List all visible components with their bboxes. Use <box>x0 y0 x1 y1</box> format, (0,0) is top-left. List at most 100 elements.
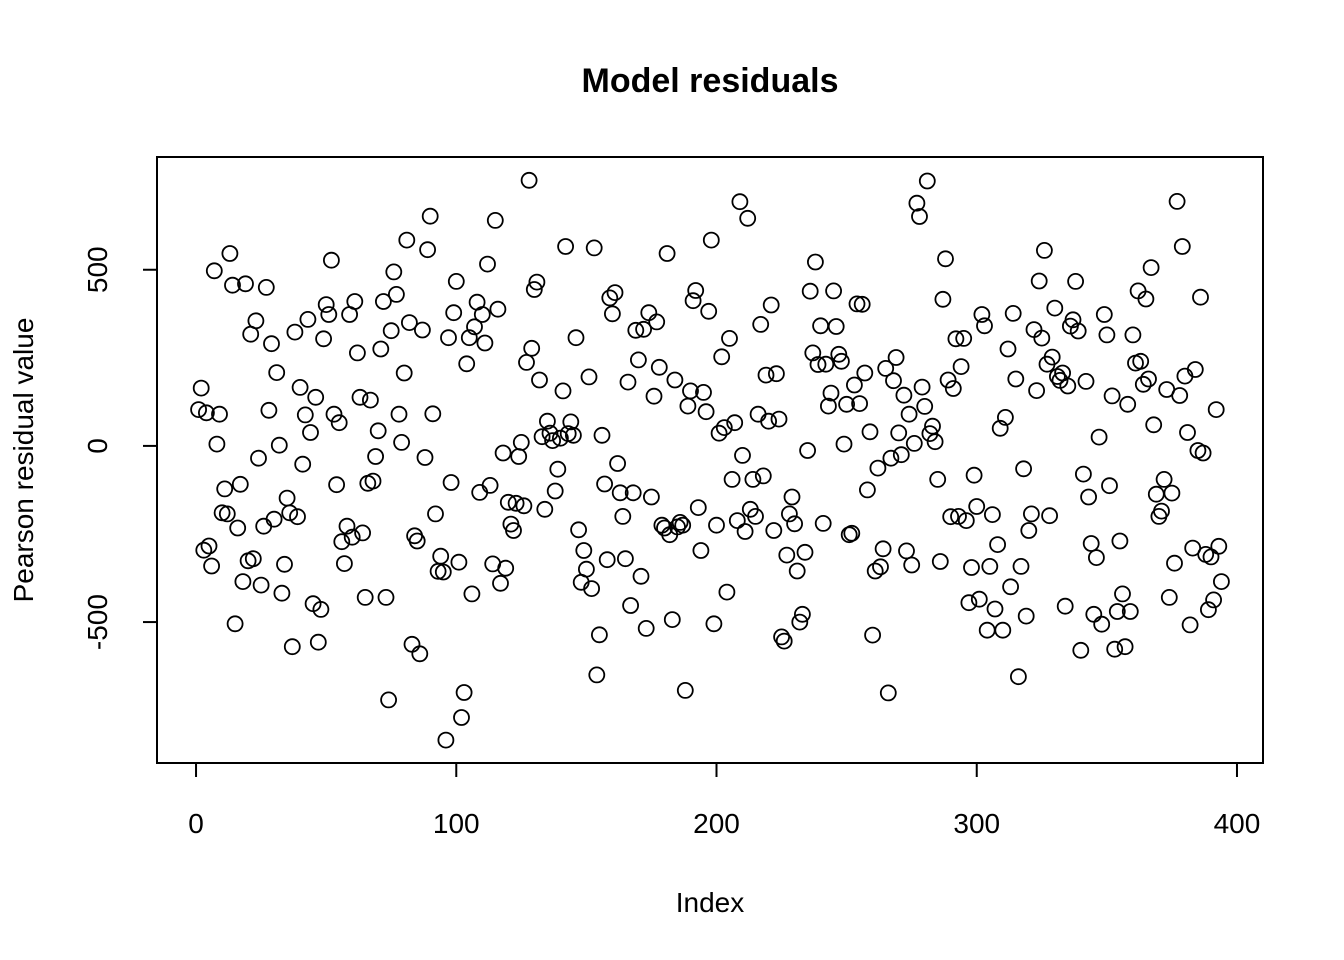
data-points <box>190 171 1230 749</box>
data-point <box>963 559 980 576</box>
data-point <box>208 435 226 453</box>
data-point <box>705 615 723 633</box>
data-point <box>781 505 798 523</box>
data-point <box>387 285 405 303</box>
data-point <box>937 250 954 268</box>
data-point <box>1213 573 1230 590</box>
data-point <box>320 306 338 323</box>
data-point <box>395 364 413 382</box>
data-point <box>481 476 499 494</box>
data-point <box>900 405 918 423</box>
data-point <box>413 321 431 339</box>
data-point <box>1145 416 1163 434</box>
data-point <box>1072 641 1090 659</box>
data-point <box>1080 488 1097 506</box>
x-axis-label: Index <box>676 887 745 918</box>
data-point <box>981 558 999 575</box>
data-point <box>489 300 507 318</box>
data-point <box>424 405 442 423</box>
data-point <box>273 584 291 602</box>
data-point <box>1059 377 1077 395</box>
data-point <box>997 408 1014 426</box>
data-point <box>947 330 965 348</box>
data-point <box>367 448 385 465</box>
data-point <box>427 505 444 523</box>
data-point <box>224 276 241 294</box>
data-point <box>968 498 986 515</box>
data-point <box>630 351 647 369</box>
data-point <box>637 620 655 637</box>
data-point <box>333 533 351 551</box>
data-point <box>715 419 733 437</box>
data-point <box>570 521 587 539</box>
data-point <box>1186 361 1204 378</box>
data-point <box>864 626 881 644</box>
data-point <box>926 433 944 451</box>
data-point <box>1067 272 1084 290</box>
data-point <box>726 414 744 432</box>
data-point <box>929 470 947 488</box>
data-point <box>820 397 837 415</box>
data-point <box>916 397 934 415</box>
data-point <box>385 263 403 281</box>
data-point <box>533 428 551 446</box>
data-point <box>234 573 252 590</box>
data-point <box>1108 603 1126 620</box>
data-point <box>218 505 236 523</box>
data-point <box>1028 382 1045 400</box>
data-point <box>531 371 548 389</box>
data-point <box>546 482 564 500</box>
data-point <box>221 245 239 262</box>
data-point <box>195 541 213 559</box>
data-point <box>351 388 369 406</box>
data-point <box>768 365 785 383</box>
data-point <box>1207 401 1225 419</box>
data-point <box>523 339 541 357</box>
data-point <box>825 282 842 300</box>
data-point <box>315 330 333 348</box>
data-point <box>674 516 692 534</box>
data-point <box>393 433 411 451</box>
data-point <box>205 262 223 280</box>
data-point <box>1056 597 1074 615</box>
data-point <box>950 508 967 525</box>
data-point <box>856 364 874 382</box>
data-point <box>1088 549 1105 566</box>
data-point <box>549 460 567 478</box>
data-point <box>1049 368 1066 385</box>
data-point <box>723 470 741 488</box>
data-point <box>869 459 887 477</box>
data-point <box>1168 192 1186 210</box>
data-point <box>721 329 738 347</box>
data-point <box>382 322 400 340</box>
data-point <box>536 500 554 518</box>
data-point <box>760 412 777 430</box>
data-point <box>281 504 299 522</box>
data-point <box>817 355 835 373</box>
data-point <box>473 306 491 323</box>
data-point <box>799 442 816 459</box>
data-point <box>356 589 374 606</box>
data-point <box>960 594 978 612</box>
data-point <box>338 517 356 535</box>
data-point <box>1098 326 1116 344</box>
data-point <box>312 601 330 618</box>
data-point <box>617 550 634 568</box>
data-point <box>1160 589 1178 606</box>
data-point <box>1171 387 1189 404</box>
data-point <box>434 563 452 581</box>
data-point <box>226 615 244 633</box>
data-point <box>1163 484 1181 502</box>
data-point <box>1166 554 1183 572</box>
data-point <box>757 366 775 384</box>
data-point <box>627 321 645 339</box>
data-point <box>877 359 895 377</box>
data-point <box>931 553 949 570</box>
data-point <box>1132 352 1150 370</box>
x-tick-label: 100 <box>433 808 480 839</box>
data-point <box>903 556 921 574</box>
data-point <box>1194 444 1212 462</box>
data-point <box>598 551 616 569</box>
data-point <box>557 238 574 255</box>
